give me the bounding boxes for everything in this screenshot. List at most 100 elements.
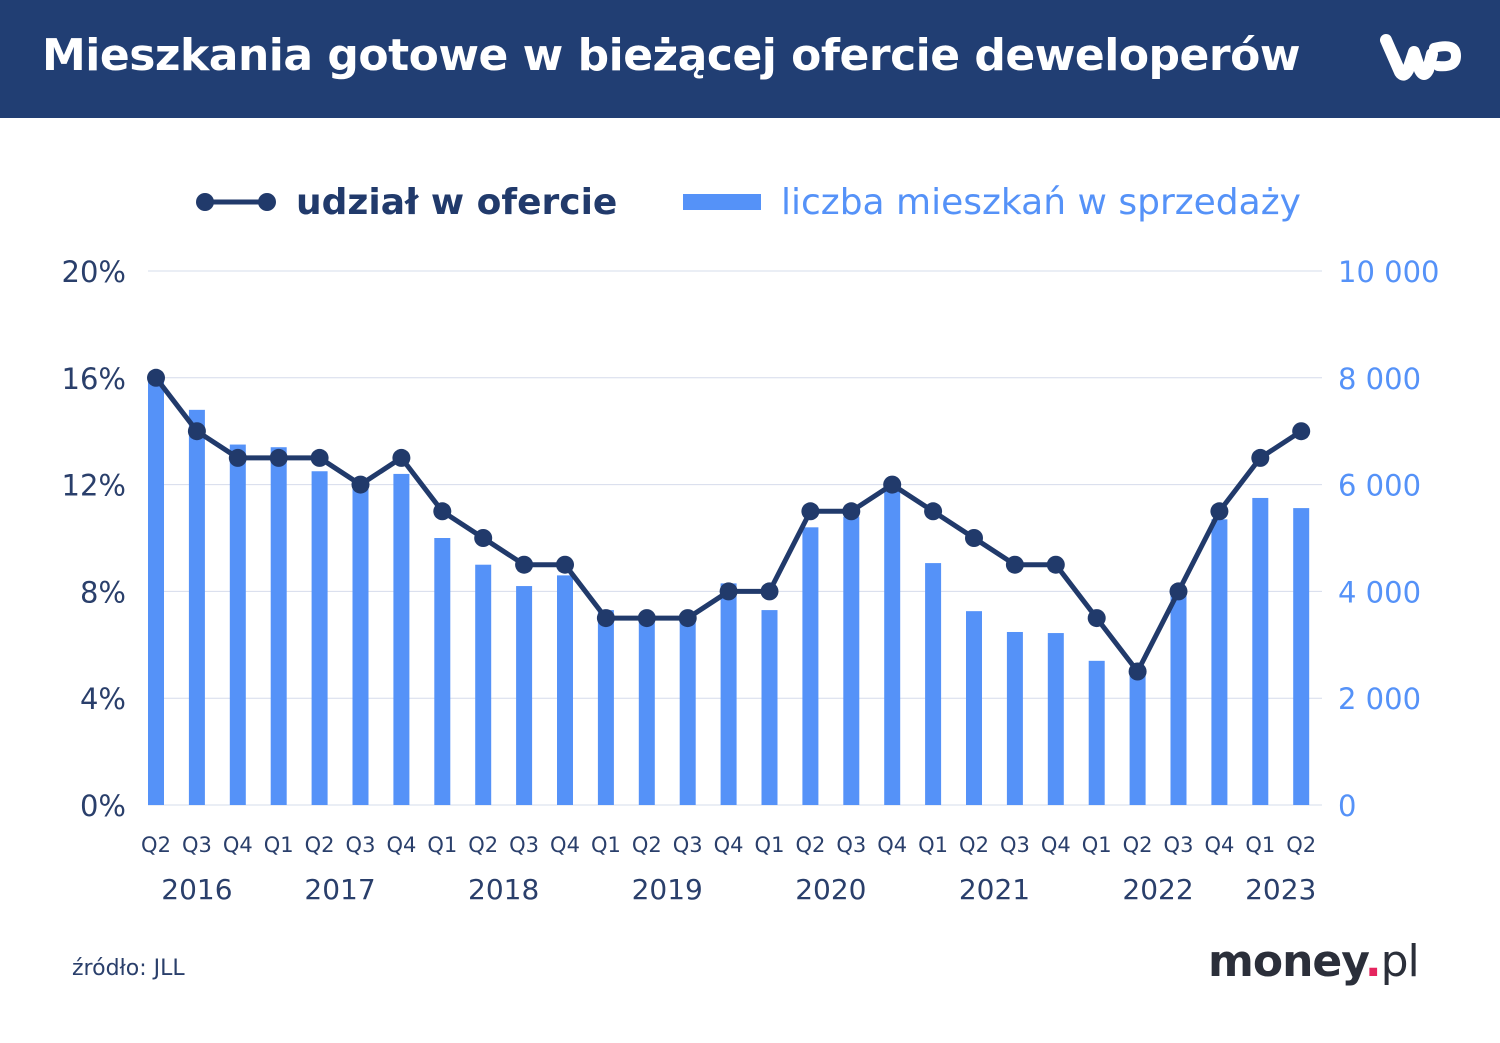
line-point xyxy=(1046,555,1065,574)
line-point xyxy=(1210,502,1229,521)
right-tick-label: 2 000 xyxy=(1338,682,1421,716)
line-point xyxy=(965,529,983,547)
quarter-label: Q2 xyxy=(632,833,662,857)
source-note: źródło: JLL xyxy=(72,956,185,981)
quarter-label: Q3 xyxy=(346,833,376,857)
axes: 0% 4% 8% 12% 16% 20% 0 2 000 4 000 6 000 8 000 10 0… xyxy=(62,255,1440,906)
quarter-label: Q2 xyxy=(1123,833,1153,857)
year-label: 2020 xyxy=(795,873,866,906)
line-point xyxy=(883,475,902,494)
legend-line-marker xyxy=(258,193,276,211)
quarter-label: Q4 xyxy=(386,833,416,857)
right-tick-label: 8 000 xyxy=(1338,362,1421,396)
quarter-label: Q4 xyxy=(1204,833,1234,857)
bar xyxy=(311,471,328,805)
line-point xyxy=(147,368,165,387)
bar xyxy=(352,484,369,805)
line-point xyxy=(1292,422,1311,441)
quarter-label: Q1 xyxy=(1082,833,1112,857)
quarter-label: Q3 xyxy=(182,833,212,857)
left-tick-label: 16% xyxy=(62,362,126,396)
legend-bar-label: liczba mieszkań w sprzedaży xyxy=(781,182,1301,223)
quarter-label: Q2 xyxy=(305,833,335,857)
line-point xyxy=(1251,448,1270,467)
quarter-label: Q4 xyxy=(550,833,580,857)
quarter-label: Q1 xyxy=(264,833,294,857)
bar xyxy=(1006,631,1023,805)
year-label: 2017 xyxy=(304,873,375,906)
line-point xyxy=(556,555,574,574)
year-label: 2022 xyxy=(1122,873,1193,906)
right-tick-label: 10 000 xyxy=(1338,255,1439,289)
quarter-label: Q4 xyxy=(877,833,907,857)
header-bar: Mieszkania gotowe w bieżącej ofercie dew… xyxy=(0,0,1500,118)
bar xyxy=(229,444,246,805)
left-tick-label: 20% xyxy=(62,255,126,289)
bar xyxy=(802,527,819,805)
line-point xyxy=(637,609,656,628)
legend-bar-swatch xyxy=(683,194,761,210)
quarter-label: Q1 xyxy=(1245,833,1275,857)
legend-line-label: udział w ofercie xyxy=(296,182,617,223)
line-point xyxy=(924,502,943,521)
line-point xyxy=(678,609,697,628)
bar xyxy=(516,586,533,805)
line-point xyxy=(474,529,493,547)
bar xyxy=(638,618,655,805)
year-label: 2023 xyxy=(1245,873,1316,906)
quarter-label: Q2 xyxy=(959,833,989,857)
line-point xyxy=(269,448,288,467)
quarter-label: Q1 xyxy=(918,833,948,857)
bar xyxy=(434,538,451,805)
line-series xyxy=(147,368,1311,681)
left-tick-label: 8% xyxy=(80,575,126,609)
bar xyxy=(884,487,901,805)
quarter-label: Q2 xyxy=(795,833,825,857)
left-tick-label: 0% xyxy=(80,789,126,823)
line-point xyxy=(228,448,247,467)
line-point xyxy=(801,502,820,521)
quarter-label: Q1 xyxy=(591,833,621,857)
line-point xyxy=(351,475,370,494)
line-point xyxy=(310,448,329,467)
bar xyxy=(1293,508,1310,805)
right-tick-label: 6 000 xyxy=(1338,469,1421,503)
left-tick-label: 4% xyxy=(80,682,126,716)
bar xyxy=(1047,633,1064,805)
line-point xyxy=(1087,609,1106,628)
line-point xyxy=(187,422,206,441)
quarter-label: Q3 xyxy=(1164,833,1194,857)
bar xyxy=(597,610,614,805)
quarter-label: Q2 xyxy=(468,833,498,857)
quarter-label: Q1 xyxy=(755,833,785,857)
page-title: Mieszkania gotowe w bieżącej ofercie dew… xyxy=(42,30,1300,81)
line-point xyxy=(433,502,452,521)
year-label: 2019 xyxy=(632,873,703,906)
bar xyxy=(393,473,410,805)
bar xyxy=(966,611,982,805)
right-tick-label: 0 xyxy=(1338,789,1356,823)
bar xyxy=(720,583,737,805)
year-label: 2016 xyxy=(161,873,232,906)
quarter-label: Q4 xyxy=(223,833,253,857)
bar xyxy=(557,575,573,805)
bar xyxy=(148,377,164,805)
bar xyxy=(1252,497,1269,805)
bar xyxy=(1211,519,1228,805)
quarter-label: Q3 xyxy=(836,833,866,857)
bar xyxy=(843,516,860,805)
line-point xyxy=(842,502,861,521)
bar-series xyxy=(148,377,1310,805)
bar xyxy=(1170,594,1187,805)
quarter-label: Q4 xyxy=(714,833,744,857)
wp-logo xyxy=(1380,34,1462,81)
bar xyxy=(1088,660,1105,805)
bar xyxy=(270,447,287,805)
quarter-label: Q1 xyxy=(427,833,457,857)
legend-line-marker xyxy=(196,193,214,211)
line-point xyxy=(1128,662,1147,681)
bar xyxy=(761,610,778,805)
quarter-label: Q3 xyxy=(509,833,539,857)
right-tick-label: 4 000 xyxy=(1338,575,1421,609)
line-point xyxy=(719,582,738,601)
